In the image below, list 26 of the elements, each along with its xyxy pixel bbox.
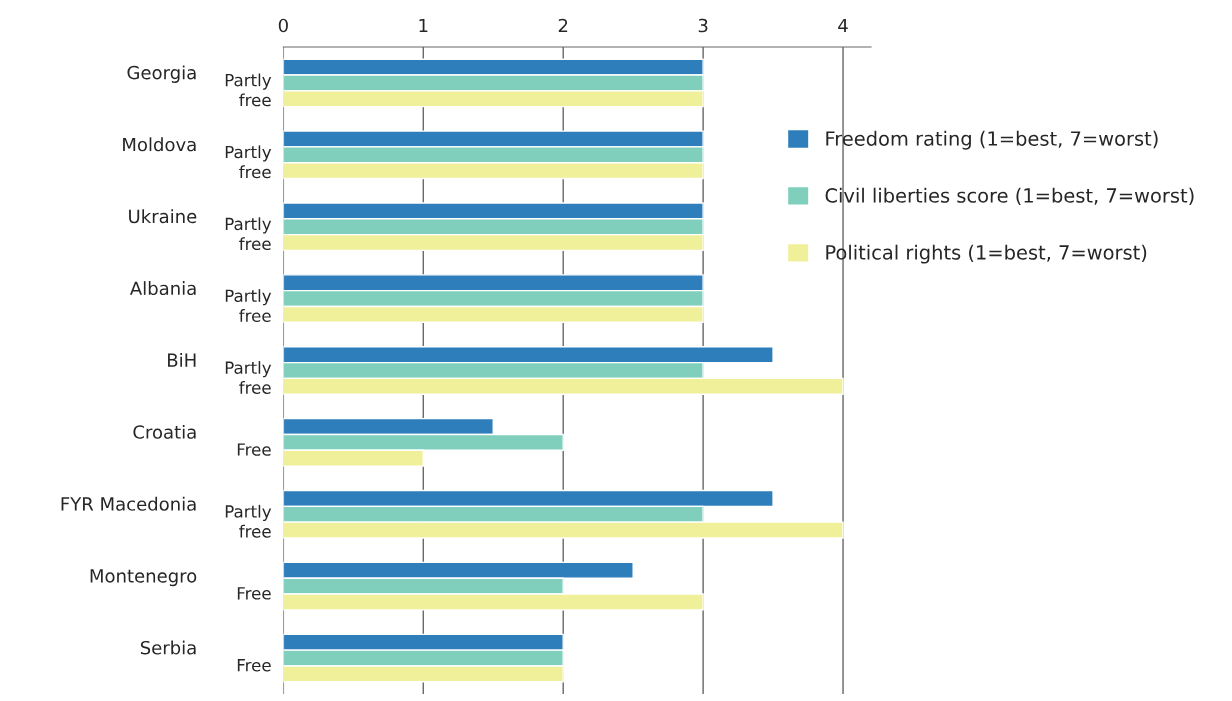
text: Partly free xyxy=(225,504,272,538)
x-tick-label: 2 xyxy=(558,18,568,33)
y-tick-label: Montenegro xyxy=(90,569,197,587)
y-tick-label: FYR Macedonia xyxy=(61,496,196,511)
text: Free xyxy=(237,587,271,600)
text: Partly free xyxy=(225,217,272,251)
y-tick-label: Serbia xyxy=(140,640,196,655)
text: Partly free xyxy=(225,361,272,394)
y-tick-label: Georgia xyxy=(127,65,196,83)
y-tick-label: Ukraine xyxy=(129,209,197,224)
x-tick-label: 3 xyxy=(698,18,708,33)
text: Free xyxy=(237,443,271,456)
legend-label: Freedom rating (1=best, 7=worst) xyxy=(826,130,1158,150)
x-tick-label: 4 xyxy=(838,18,848,33)
legend-label: Political rights (1=best, 7=worst) xyxy=(826,244,1147,264)
y-tick-label: Albania xyxy=(129,281,196,296)
text: Partly free xyxy=(225,289,272,323)
x-tick-label: 0 xyxy=(278,18,288,33)
x-tick-label: 1 xyxy=(419,18,428,33)
text: Partly free xyxy=(225,145,272,179)
legend-label: Civil liberties score (1=best, 7=worst) xyxy=(825,187,1194,206)
text: Partly free xyxy=(225,73,272,107)
y-tick-label: Croatia xyxy=(133,424,196,439)
text: Free xyxy=(237,659,271,672)
y-tick-label: BiH xyxy=(168,353,196,367)
y-tick-label: Moldova xyxy=(123,137,196,152)
